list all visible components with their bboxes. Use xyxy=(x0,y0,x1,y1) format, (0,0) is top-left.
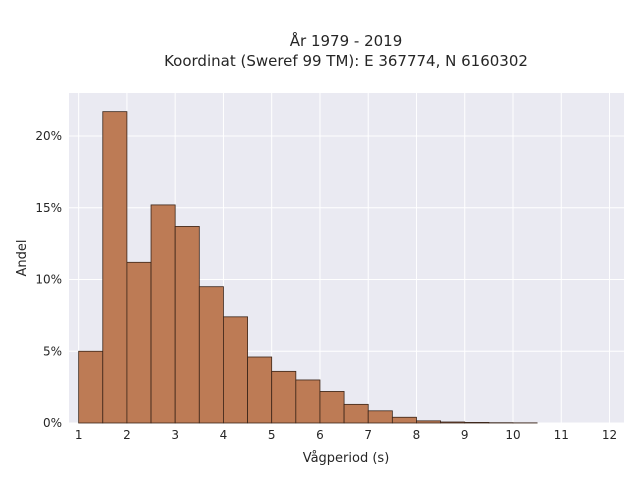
histogram-bar xyxy=(247,356,273,424)
y-tick-label: 20% xyxy=(35,129,62,143)
histogram-bar xyxy=(367,410,393,424)
histogram-bar xyxy=(126,261,152,424)
histogram-bar xyxy=(78,350,104,424)
x-axis-ticks: 1 2 3 4 5 6 7 8 9 10 11 12 xyxy=(75,428,617,442)
x-tick-label: 2 xyxy=(123,428,131,442)
y-tick-label: 15% xyxy=(35,201,62,215)
x-tick-label: 11 xyxy=(554,428,569,442)
histogram-bar xyxy=(391,416,417,424)
x-tick-label: 3 xyxy=(171,428,179,442)
x-tick-label: 5 xyxy=(268,428,276,442)
y-tick-label: 5% xyxy=(43,344,62,358)
histogram-bar xyxy=(198,286,224,424)
histogram-bar xyxy=(174,226,200,424)
chart-title-line-2: Koordinat (Sweref 99 TM): E 367774, N 61… xyxy=(164,52,528,70)
chart-title-line-1: År 1979 - 2019 xyxy=(290,31,403,50)
histogram-bar xyxy=(319,391,345,424)
x-tick-label: 6 xyxy=(316,428,324,442)
histogram-bar xyxy=(295,379,321,424)
histogram-bar xyxy=(271,370,297,424)
x-tick-label: 8 xyxy=(413,428,421,442)
x-tick-label: 9 xyxy=(461,428,469,442)
x-tick-label: 4 xyxy=(220,428,228,442)
histogram-bar xyxy=(223,316,248,424)
x-tick-label: 12 xyxy=(602,428,617,442)
y-axis-ticks: 0% 5% 10% 15% 20% xyxy=(35,129,62,430)
bars xyxy=(78,111,538,424)
histogram-bar xyxy=(150,204,176,424)
histogram-bar xyxy=(102,111,128,424)
histogram-bar xyxy=(416,420,442,424)
histogram-bar xyxy=(464,422,490,424)
x-axis-label: Vågperiod (s) xyxy=(303,451,390,466)
x-tick-label: 1 xyxy=(75,428,83,442)
y-tick-label: 0% xyxy=(43,416,62,430)
y-axis-label: Andel xyxy=(15,240,30,277)
histogram-bar xyxy=(343,403,369,424)
x-tick-label: 10 xyxy=(505,428,520,442)
y-tick-label: 10% xyxy=(35,273,62,287)
x-tick-label: 7 xyxy=(364,428,372,442)
histogram-bar xyxy=(440,421,466,424)
